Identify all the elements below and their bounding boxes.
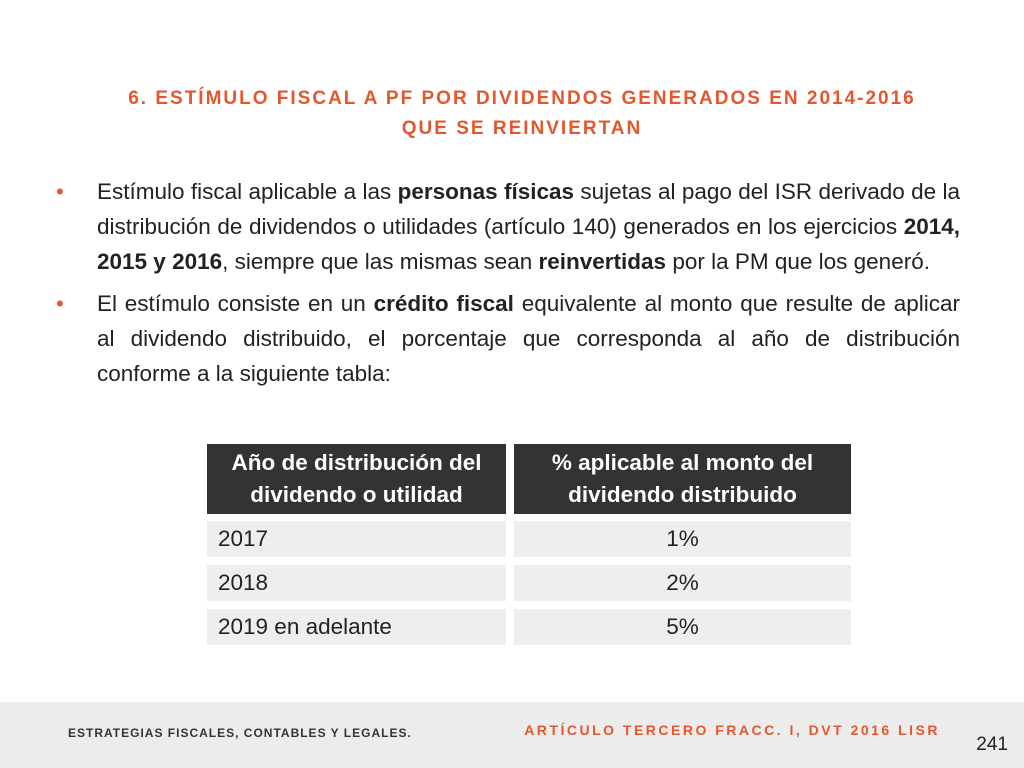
bullet-1-bold-3: reinvertidas [538, 249, 667, 274]
footer-company-name: ESTRATEGIAS FISCALES, CONTABLES Y LEGALE… [68, 726, 412, 740]
table-cell-year: 2019 en adelante [207, 609, 506, 645]
bullet-1-text-3: , siempre que las mismas sean [222, 249, 539, 274]
bullet-dot-icon: • [56, 291, 64, 316]
table-cell-percent: 2% [514, 565, 851, 601]
page-number: 241 [976, 734, 1008, 755]
slide-title-line-1: 6. ESTÍMULO FISCAL A PF POR DIVIDENDOS G… [128, 88, 916, 109]
table-header-percent: % aplicable al monto del dividendo distr… [514, 444, 851, 514]
bullet-dot-icon: • [56, 179, 64, 204]
bullet-2-bold-1: crédito fiscal [373, 291, 514, 316]
table-header-row: Año de distribución del dividendo o util… [207, 444, 851, 514]
footer-bar: ESTRATEGIAS FISCALES, CONTABLES Y LEGALE… [0, 702, 1024, 768]
table-cell-year: 2017 [207, 521, 506, 557]
bullet-item-2: • El estímulo consiste en un crédito fis… [56, 286, 960, 391]
table-cell-percent: 5% [514, 609, 851, 645]
bullet-1-bold-1: personas físicas [397, 179, 575, 204]
table-row: 2017 1% [207, 521, 851, 557]
rates-table: Año de distribución del dividendo o util… [207, 444, 851, 645]
table-cell-percent: 1% [514, 521, 851, 557]
bullet-2-text-2: equivalente al monto que resulte de apli… [97, 291, 960, 386]
bullet-1-text-2: sujetas al pago del ISR derivado de la d… [97, 179, 961, 239]
bullet-item-1: • Estímulo fiscal aplicable a las person… [56, 174, 960, 279]
table-row: 2018 2% [207, 565, 851, 601]
bullet-1-bold-2: 2014, 2015 y 2016 [97, 214, 960, 274]
bullet-1-text-4: por la PM que los generó. [666, 249, 930, 274]
slide-title-line-2: QUE SE REINVIERTAN [401, 118, 643, 139]
footer-reference: ARTÍCULO TERCERO FRACC. I, DVT 2016 LISR [524, 722, 940, 738]
bullet-1-text-1: Estímulo fiscal aplicable a las [97, 179, 398, 204]
table-row: 2019 en adelante 5% [207, 609, 851, 645]
bullet-list: • Estímulo fiscal aplicable a las person… [56, 174, 960, 398]
slide-title: 6. ESTÍMULO FISCAL A PF POR DIVIDENDOS G… [60, 84, 984, 144]
table-cell-year: 2018 [207, 565, 506, 601]
bullet-2-text-1: El estímulo consiste en un [97, 291, 374, 316]
table-header-year: Año de distribución del dividendo o util… [207, 444, 506, 514]
